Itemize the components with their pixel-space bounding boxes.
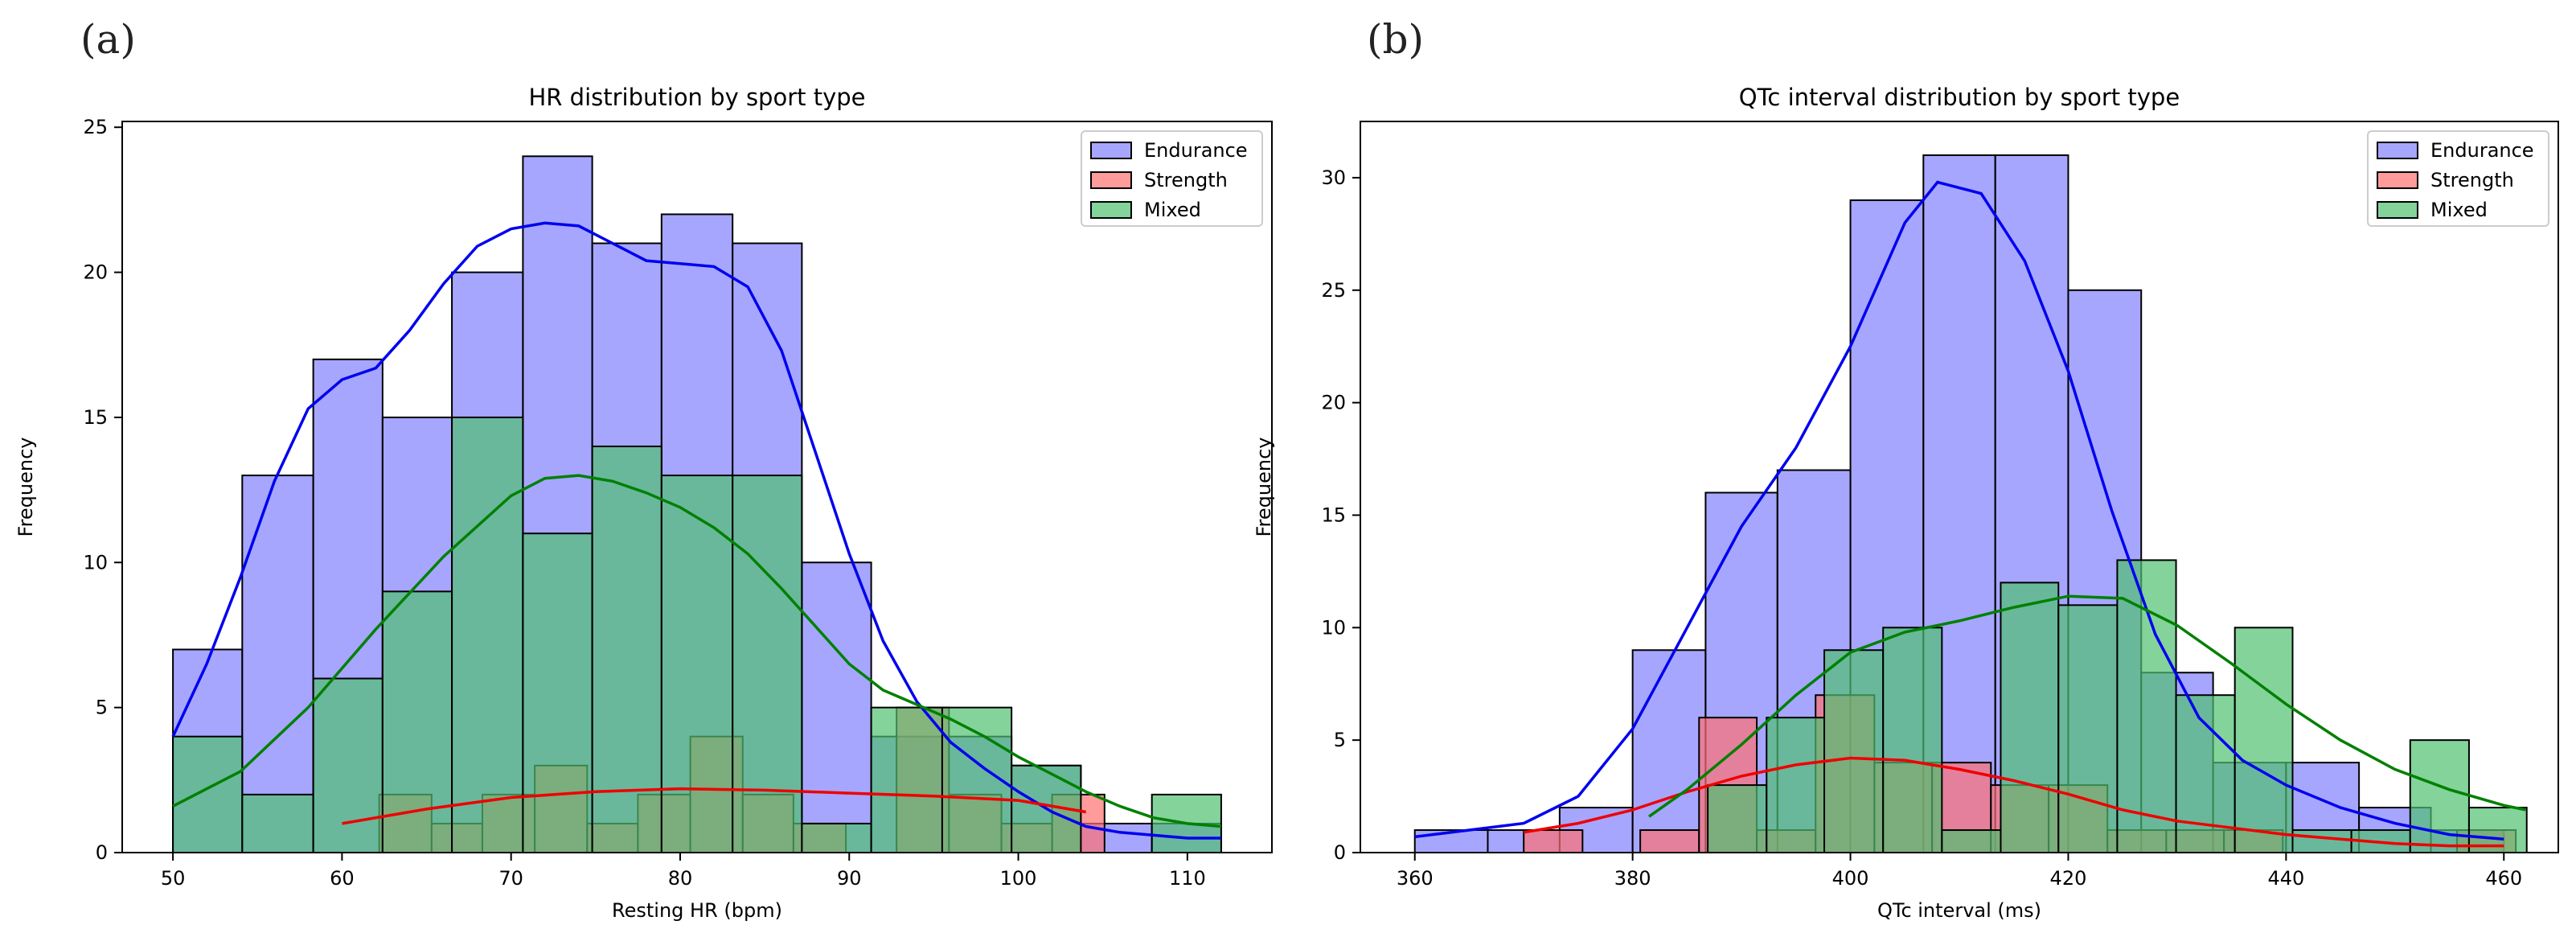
legend-label-strength: Strength: [2430, 169, 2514, 191]
y-axis-label: Frequency: [1253, 438, 1275, 537]
bar-mixed-10: [870, 706, 943, 854]
bar-mixed-8: [732, 475, 803, 853]
bar-mixed-6: [591, 446, 662, 853]
x-tick-label: 420: [2050, 867, 2087, 890]
x-tick-label: 460: [2485, 867, 2522, 890]
bar-mixed-1: [241, 793, 314, 853]
x-tick-label: 100: [1000, 867, 1037, 890]
y-tick-label: 10: [83, 551, 108, 573]
kde-line-strength: [1523, 756, 2504, 848]
kde-line-endurance: [171, 221, 1221, 840]
hr-histogram-chart: 50 60 70 80 90 100 110 0 5 10 15 20 25 HR distributio…: [14, 84, 1273, 922]
bar-mixed-0: [172, 735, 244, 854]
y-tick-label: 5: [1334, 729, 1346, 751]
plot-frame: [1360, 121, 2559, 853]
x-tick-label: 110: [1169, 867, 1206, 890]
legend-swatch-endurance: [2377, 142, 2418, 159]
bar-mixed-11: [2291, 829, 2352, 853]
bar-mixed-4: [451, 416, 524, 853]
x-tick-label: 60: [330, 867, 355, 890]
legend: Endurance Strength Mixed: [1081, 130, 1263, 227]
y-tick-label: 15: [1321, 504, 1346, 526]
bar-mixed-7: [2057, 604, 2119, 853]
bar-mixed-6: [2000, 582, 2060, 853]
y-tick-label: 0: [96, 841, 108, 864]
kde-line-mixed: [172, 474, 1222, 828]
bar-strength-2: [1639, 829, 1700, 853]
legend-label-mixed: Mixed: [2430, 199, 2488, 221]
x-tick-label: 80: [668, 867, 693, 890]
x-tick-label: 400: [1832, 867, 1869, 890]
legend-swatch-endurance: [1090, 142, 1132, 159]
y-tick-label: 5: [96, 697, 108, 719]
legend-swatch-strength: [1090, 171, 1132, 189]
y-tick-label: 10: [1321, 616, 1346, 639]
y-tick-label: 15: [83, 406, 108, 429]
bar-mixed-8: [2116, 559, 2177, 854]
bar-mixed-5: [522, 532, 593, 853]
chart-title: QTc interval distribution by sport type: [1739, 84, 2180, 111]
kde-line-endurance: [1414, 180, 2504, 841]
bar-endurance-9: [801, 561, 872, 853]
x-tick-label: 440: [2267, 867, 2304, 890]
bar-mixed-3: [381, 590, 453, 853]
x-axis-label: QTc interval (ms): [1877, 899, 2041, 922]
legend-label-mixed: Mixed: [1144, 199, 1201, 221]
y-tick-label: 20: [1321, 392, 1346, 414]
legend-label-endurance: Endurance: [2430, 139, 2534, 162]
bar-mixed-2: [312, 677, 384, 853]
y-tick-label: 25: [1321, 279, 1346, 302]
bar-mixed-9: [801, 822, 872, 854]
x-tick-label: 90: [837, 867, 862, 890]
legend-swatch-mixed: [1090, 201, 1132, 219]
bar-endurance-3: [1631, 649, 1707, 853]
panel-label-b: (b): [1367, 16, 1424, 63]
x-tick-label: 70: [498, 867, 523, 890]
y-tick-label: 0: [1334, 841, 1346, 864]
y-tick-label: 25: [83, 116, 108, 138]
y-tick-label: 20: [83, 261, 108, 284]
bar-mixed-9: [2175, 694, 2236, 854]
x-tick-label: 380: [1614, 867, 1651, 890]
legend: Endurance Strength Mixed: [2367, 130, 2549, 227]
bar-strength-0: [1523, 829, 1584, 853]
y-tick-label: 30: [1321, 166, 1346, 189]
kde-line-strength: [342, 787, 1086, 825]
bar-mixed-5: [1941, 829, 2002, 853]
qtc-histogram-chart: 360 380 400 420 440 460 0 5 10 15 20 25 30 QTc interv…: [1253, 84, 2559, 922]
bar-mixed-7: [660, 475, 734, 853]
kde-line-mixed: [1647, 594, 2526, 818]
bar-mixed-10: [2233, 627, 2294, 853]
bar-mixed-1: [1707, 784, 1768, 853]
x-tick-label: 360: [1397, 867, 1434, 890]
legend-swatch-mixed: [2377, 201, 2418, 219]
bar-mixed-3: [1823, 649, 1885, 853]
legend-label-endurance: Endurance: [1144, 139, 1248, 162]
legend-label-strength: Strength: [1144, 169, 1228, 191]
bar-mixed-4: [1882, 627, 1943, 853]
chart-title: HR distribution by sport type: [529, 84, 866, 111]
bar-mixed-2: [1766, 717, 1826, 854]
plot-frame: [121, 121, 1273, 853]
x-tick-label: 50: [161, 867, 186, 890]
panel-label-a: (a): [80, 16, 136, 63]
y-axis-label: Frequency: [14, 438, 37, 537]
legend-swatch-strength: [2377, 171, 2418, 189]
x-axis-label: Resting HR (bpm): [612, 899, 782, 922]
